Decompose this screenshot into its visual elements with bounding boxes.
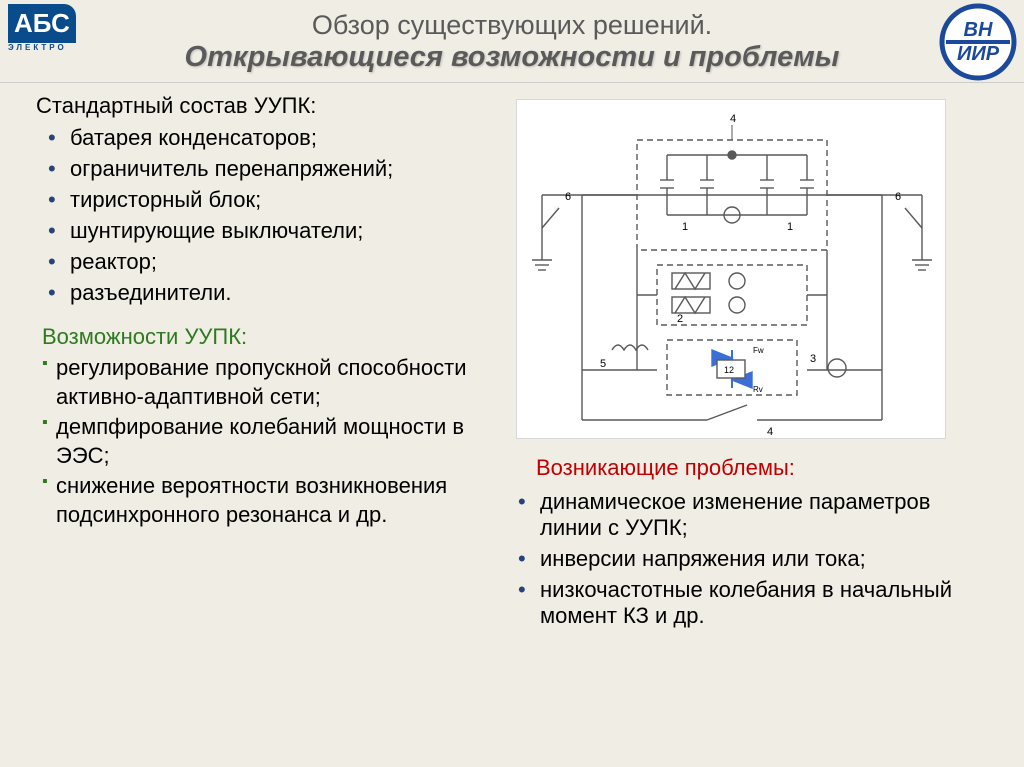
list-item: инверсии напряжения или тока; [518,546,986,572]
problems-heading: Возникающие проблемы: [536,455,986,481]
title-line2: Открывающиеся возможности и проблемы [90,41,934,74]
list-item: низкочастотные колебания в начальный мом… [518,577,986,629]
list-item: ограничитель перенапряжений; [48,156,496,182]
diagram-label-2: 2 [677,313,683,325]
diagram-label-4-top: 4 [730,113,736,125]
diagram-label-rv: Rv [753,385,763,394]
svg-text:ИИР: ИИР [957,43,1000,65]
diagram-label-4-bot: 4 [767,426,773,438]
standard-list: батарея конденсаторов; ограничитель пере… [48,125,496,306]
logo-abs: АБС ЭЛЕКТРО [8,4,78,52]
circuit-diagram: 4 6 6 1 1 2 3 5 Fw Rv 12 4 [516,99,946,439]
list-item: тиристорный блок; [48,187,496,213]
diagram-label-6r: 6 [895,191,901,203]
capabilities-list: регулирование пропускной способности акт… [42,354,496,530]
list-item: разъединители. [48,280,496,306]
standard-heading: Стандартный состав УУПК: [36,93,496,119]
list-item: снижение вероятности возникновения подси… [42,472,496,529]
list-item: реактор; [48,249,496,275]
diagram-label-1b: 1 [787,221,793,233]
title-line1: Обзор существующих решений. [90,10,934,41]
logo-vniir: ВН ИИР [938,2,1018,87]
list-item: шунтирующие выключатели; [48,218,496,244]
list-item: демпфирование колебаний мощности в ЭЭС; [42,413,496,470]
list-item: динамическое изменение параметров линии … [518,489,986,541]
diagram-label-12: 12 [724,365,734,375]
diagram-label-3: 3 [810,353,816,365]
diagram-label-5: 5 [600,358,606,370]
diagram-label-fw: Fw [753,346,764,355]
diagram-label-1a: 1 [682,221,688,233]
diagram-label-6l: 6 [565,191,571,203]
svg-text:ВН: ВН [964,19,993,41]
slide-title: Обзор существующих решений. Открывающиес… [0,0,1024,83]
list-item: батарея конденсаторов; [48,125,496,151]
logo-abs-sub: ЭЛЕКТРО [8,43,78,52]
logo-abs-text: АБС [8,4,76,43]
list-item: регулирование пропускной способности акт… [42,354,496,411]
problems-list: динамическое изменение параметров линии … [518,489,986,629]
capabilities-heading: Возможности УУПК: [42,324,496,350]
